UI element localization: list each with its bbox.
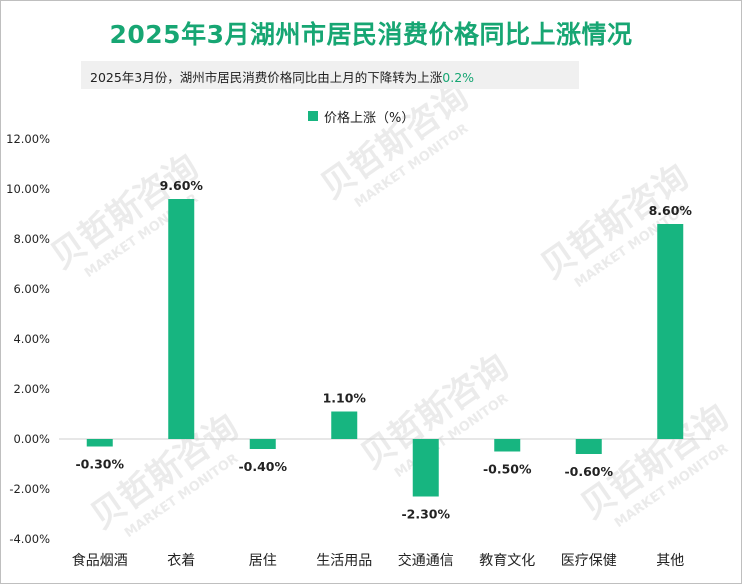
y-tick-label: -4.00% xyxy=(9,532,50,546)
legend-label: 价格上涨（%） xyxy=(324,110,415,126)
data-label: 9.60% xyxy=(160,178,204,193)
y-tick-label: 8.00% xyxy=(13,232,50,246)
x-tick-label: 教育文化 xyxy=(479,553,535,569)
bar-8 xyxy=(657,224,684,439)
x-tick-label: 交通通信 xyxy=(398,552,454,569)
data-label: 8.60% xyxy=(649,203,693,218)
subtitle-banner: 2025年3月份，湖州市居民消费价格同比由上月的下降转为上涨0.2% xyxy=(81,61,579,89)
legend-swatch xyxy=(308,111,318,121)
y-tick-label: 4.00% xyxy=(13,332,50,346)
subtitle-prefix: 2025年3月份，湖州市居民消费价格同比由上月的下降转为上涨 xyxy=(90,70,443,85)
bar-3 xyxy=(249,439,276,449)
y-tick-label: 6.00% xyxy=(13,282,50,296)
bar-7 xyxy=(575,439,602,454)
subtitle-text: 2025年3月份，湖州市居民消费价格同比由上月的下降转为上涨0.2% xyxy=(90,67,474,86)
legend: 价格上涨（%） xyxy=(308,107,415,126)
x-tick-label: 医疗保健 xyxy=(561,553,617,569)
y-tick-label: 0.00% xyxy=(13,432,50,446)
x-tick-label: 生活用品 xyxy=(316,553,372,569)
bar-1 xyxy=(86,439,113,447)
y-tick-label: 12.00% xyxy=(6,132,50,146)
data-label: -2.30% xyxy=(401,507,450,522)
y-tick-label: 10.00% xyxy=(6,182,50,196)
bar-4 xyxy=(331,411,358,439)
x-tick-label: 食品烟酒 xyxy=(72,552,128,569)
bar-6 xyxy=(494,439,521,452)
data-label: 1.10% xyxy=(323,391,367,406)
bar-5 xyxy=(412,439,439,497)
x-tick-label: 其他 xyxy=(656,553,684,569)
data-label: -0.60% xyxy=(564,464,613,479)
y-tick-label: -2.00% xyxy=(9,482,50,496)
subtitle-value: 0.2% xyxy=(442,70,475,85)
bar-2 xyxy=(168,199,195,439)
chart-title: 2025年3月湖州市居民消费价格同比上涨情况 xyxy=(109,20,633,49)
x-tick-label: 衣着 xyxy=(167,553,195,569)
data-label: -0.50% xyxy=(483,462,532,477)
x-tick-label: 居住 xyxy=(249,553,277,569)
data-label: -0.40% xyxy=(238,459,287,474)
data-label: -0.30% xyxy=(75,457,124,472)
y-tick-label: 2.00% xyxy=(13,382,50,396)
